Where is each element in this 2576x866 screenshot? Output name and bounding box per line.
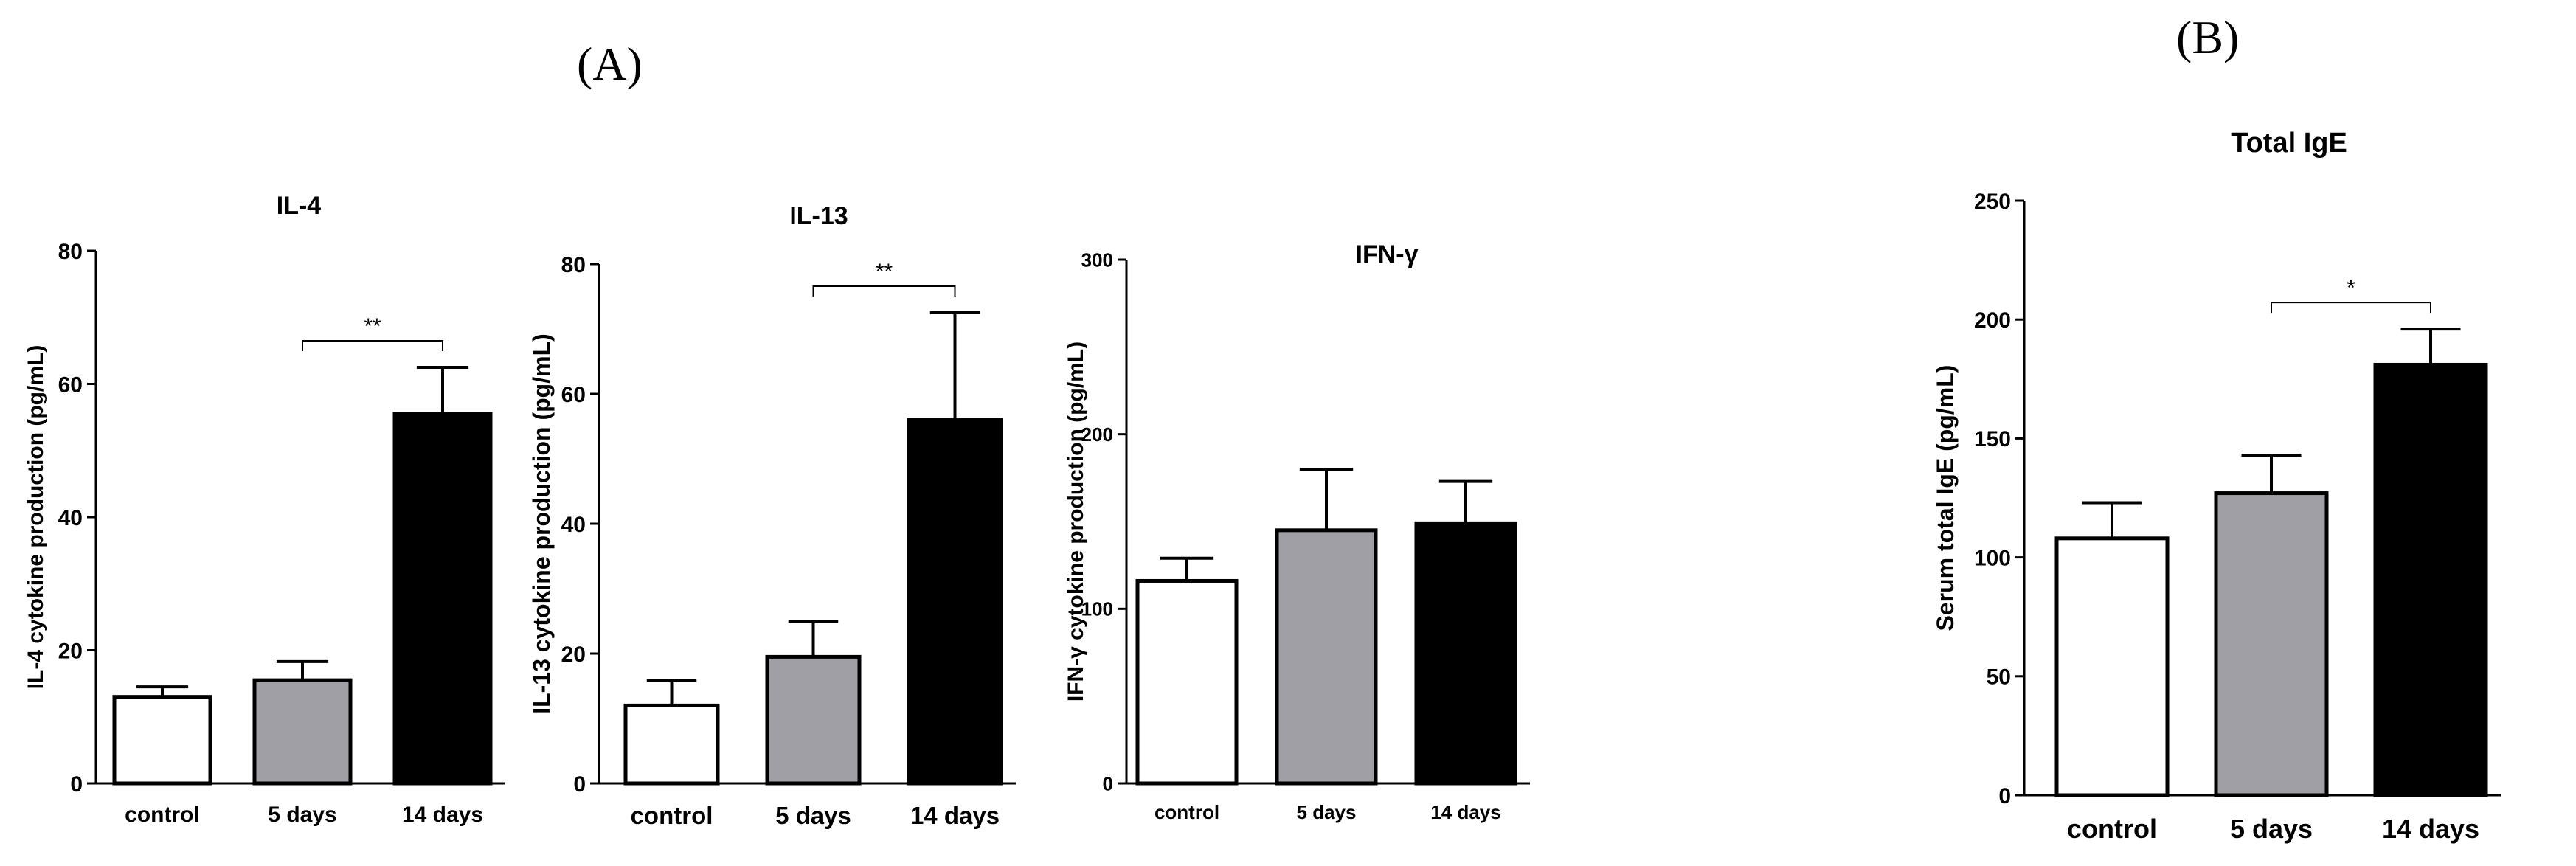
- category-label: 5 days: [775, 802, 851, 829]
- y-axis-label: IL-4 cytokine production (pg/mL): [24, 345, 48, 690]
- y-tick-label: 100: [1974, 546, 2011, 570]
- y-tick-label: 0: [1103, 772, 1113, 794]
- bar-14-days: [1414, 521, 1517, 786]
- y-tick-label: 40: [561, 513, 586, 537]
- y-tick-label: 0: [1998, 784, 2011, 808]
- category-label: control: [125, 803, 200, 827]
- category-label: 5 days: [2230, 814, 2313, 844]
- y-tick-label: 40: [58, 506, 83, 530]
- significance-bracket: [812, 285, 956, 297]
- y-tick-label: 80: [58, 240, 83, 264]
- category-label: control: [1154, 801, 1219, 823]
- category-label: 14 days: [1430, 801, 1500, 823]
- y-tick-label: 20: [58, 639, 83, 663]
- bar-control: [1135, 578, 1239, 786]
- y-tick-label: 60: [58, 373, 83, 397]
- y-tick-label: 150: [1974, 427, 2011, 451]
- chart-title: Total IgE: [2231, 128, 2347, 159]
- significance-label: **: [364, 314, 381, 339]
- bar-5-days: [765, 654, 862, 786]
- y-axis-label: IFN-γ cytokine production (pg/mL): [1064, 342, 1088, 702]
- y-tick-label: 60: [561, 383, 586, 407]
- bar-control: [2054, 536, 2170, 797]
- y-tick-label: 100: [1081, 598, 1113, 620]
- bar-14-days: [392, 412, 493, 786]
- panel-a-label: (A): [577, 38, 643, 90]
- chart-title: IFN-γ: [1356, 240, 1419, 269]
- chart-title: IL-4: [277, 192, 322, 220]
- bar-14-days: [907, 418, 1003, 786]
- chart-title: IL-13: [789, 202, 848, 230]
- y-tick-label: 50: [1987, 665, 2011, 690]
- bar-5-days: [1275, 528, 1378, 786]
- y-tick-label: 250: [1974, 190, 2011, 214]
- category-label: 5 days: [268, 803, 336, 827]
- y-axis-label: IL-13 cytokine production (pg/mL): [528, 333, 555, 714]
- y-tick-label: 80: [561, 253, 586, 277]
- y-tick-label: 20: [561, 642, 586, 667]
- significance-label: **: [876, 260, 893, 284]
- y-tick-label: 200: [1081, 423, 1113, 446]
- panel-b-label: (B): [2176, 11, 2240, 63]
- category-label: control: [2067, 814, 2157, 844]
- category-label: 14 days: [2382, 814, 2479, 844]
- significance-bracket: [302, 339, 443, 351]
- significance-bracket: [2271, 302, 2431, 314]
- bar-5-days: [2214, 491, 2329, 797]
- category-label: 14 days: [910, 802, 1000, 829]
- y-axis-label: Serum total IgE (pg/mL): [1932, 365, 1959, 631]
- y-tick-label: 300: [1081, 249, 1113, 271]
- bar-control: [112, 695, 212, 786]
- y-tick-label: 200: [1974, 308, 2011, 333]
- category-label: control: [631, 802, 713, 829]
- bar-control: [623, 703, 720, 786]
- bar-5-days: [252, 678, 353, 786]
- significance-label: *: [2347, 276, 2355, 300]
- y-tick-label: 0: [70, 772, 83, 797]
- y-tick-label: 0: [573, 772, 586, 797]
- category-label: 14 days: [402, 803, 483, 827]
- category-label: 5 days: [1297, 801, 1357, 823]
- bar-14-days: [2373, 362, 2488, 797]
